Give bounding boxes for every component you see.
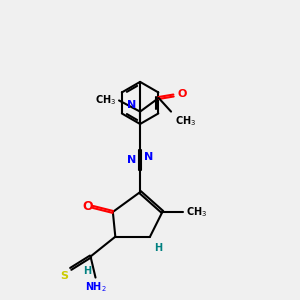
Text: H: H — [83, 266, 91, 276]
Text: S: S — [60, 272, 68, 281]
Text: N: N — [127, 155, 136, 165]
Text: CH$_3$: CH$_3$ — [186, 205, 207, 219]
Text: O: O — [177, 89, 187, 99]
Text: NH$_2$: NH$_2$ — [85, 280, 106, 294]
Text: N: N — [144, 152, 153, 162]
Text: O: O — [83, 200, 93, 214]
Text: CH$_3$: CH$_3$ — [95, 94, 117, 107]
Text: CH$_3$: CH$_3$ — [175, 114, 196, 128]
Text: H: H — [154, 243, 162, 253]
Text: N: N — [127, 100, 136, 110]
